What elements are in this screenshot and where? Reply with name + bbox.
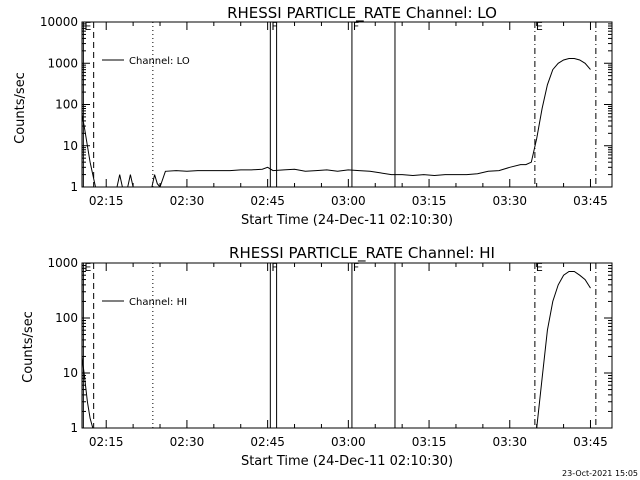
x-tick-label: 03:15 (412, 435, 447, 449)
x-tick-label: 02:15 (89, 435, 124, 449)
x-axis-label: Start Time (24-Dec-11 02:10:30) (241, 454, 453, 469)
y-tick-label: 10 (63, 139, 78, 153)
y-tick-label: 1 (70, 180, 78, 194)
data-series-line (82, 271, 591, 428)
x-tick-label: 02:30 (170, 435, 205, 449)
x-tick-label: 03:30 (492, 194, 527, 208)
date-stamp: 23-Oct-2021 15:05 (562, 469, 638, 478)
x-tick-label: 03:30 (492, 435, 527, 449)
x-axis-label: Start Time (24-Dec-11 02:10:30) (241, 213, 453, 228)
plot-frame (81, 262, 613, 429)
data-series-line (82, 58, 591, 187)
plot-frame (81, 21, 613, 188)
y-axis-label: Counts/sec (13, 72, 28, 144)
event-marker-label: F (271, 261, 277, 274)
event-marker-label: F (353, 20, 359, 33)
y-tick-label: 100 (55, 311, 78, 325)
event-marker-label: E (536, 20, 543, 33)
chart-title: RHESSI PARTICLE_RATE Channel: LO (227, 4, 497, 23)
chart-title: RHESSI PARTICLE_RATE Channel: HI (229, 244, 495, 263)
event-marker-label: F (271, 20, 277, 33)
x-tick-label: 03:00 (331, 194, 366, 208)
event-marker-label: E (84, 20, 91, 33)
event-marker-label: E (84, 261, 91, 274)
x-tick-label: 03:45 (573, 194, 608, 208)
y-tick-label: 1000 (47, 56, 78, 70)
x-tick-label: 02:45 (250, 194, 285, 208)
y-tick-label: 10000 (40, 15, 78, 29)
hi-channel-panel: RHESSI PARTICLE_RATE Channel: HI Start T… (21, 244, 613, 469)
x-tick-label: 02:15 (89, 194, 124, 208)
legend-label: Channel: LO (129, 56, 190, 67)
x-tick-label: 02:45 (250, 435, 285, 449)
y-axis-label: Counts/sec (21, 311, 36, 383)
legend-label: Channel: HI (129, 297, 187, 308)
x-tick-label: 03:00 (331, 435, 366, 449)
y-tick-label: 10 (63, 366, 78, 380)
event-marker-label: E (536, 261, 543, 274)
y-tick-label: 100 (55, 98, 78, 112)
event-marker-label: F (353, 261, 359, 274)
x-tick-label: 02:30 (170, 194, 205, 208)
y-tick-label: 1000 (47, 256, 78, 270)
y-tick-label: 1 (70, 421, 78, 435)
x-tick-label: 03:45 (573, 435, 608, 449)
lo-channel-panel: RHESSI PARTICLE_RATE Channel: LO Start T… (13, 4, 613, 228)
x-tick-label: 03:15 (412, 194, 447, 208)
